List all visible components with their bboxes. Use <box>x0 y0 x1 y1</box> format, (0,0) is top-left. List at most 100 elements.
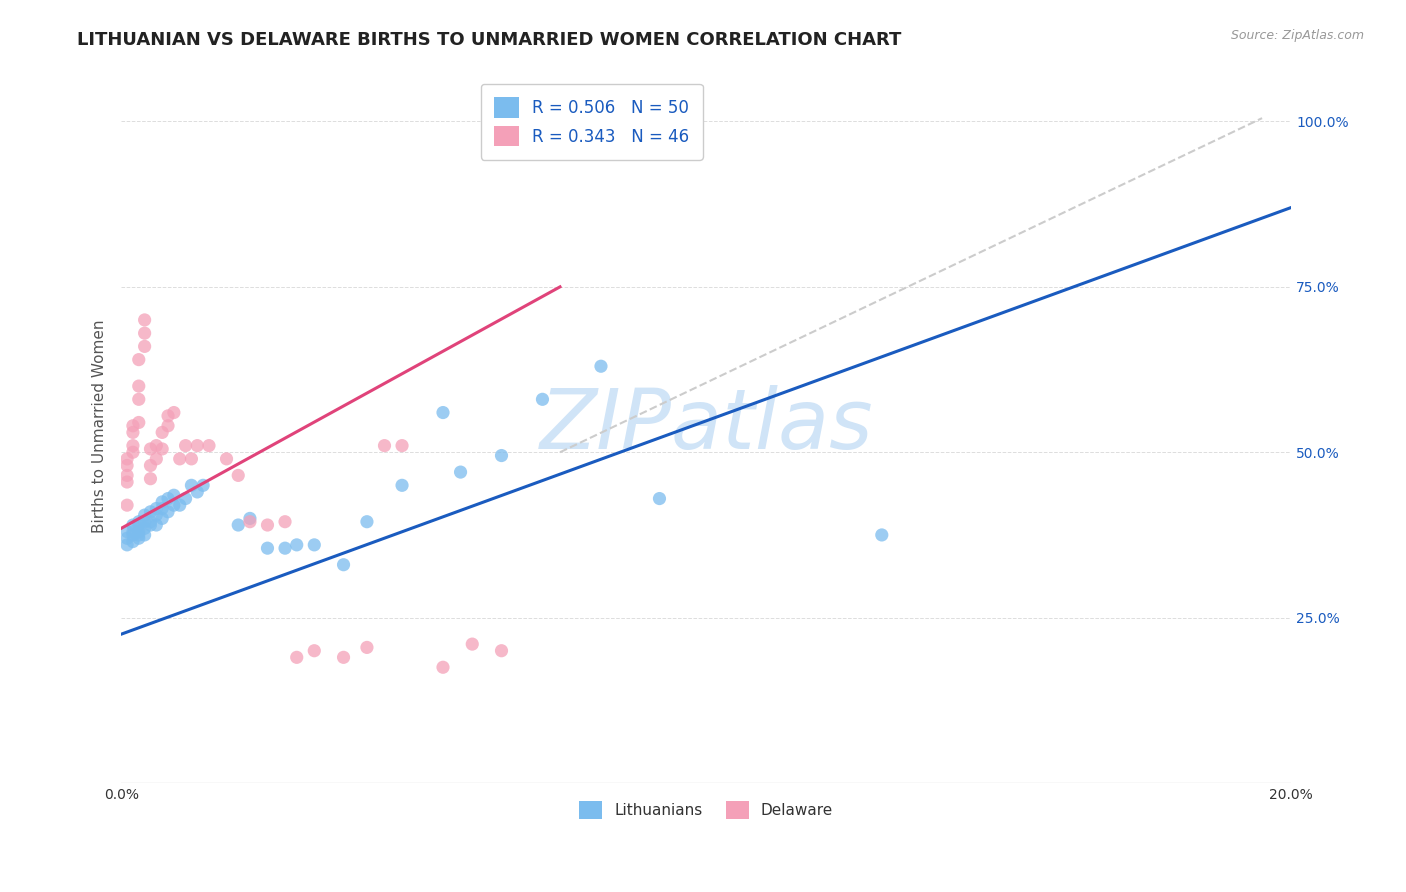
Point <box>134 313 156 327</box>
Point <box>239 511 262 525</box>
Point <box>191 478 214 492</box>
Point <box>648 491 671 506</box>
Point <box>870 528 893 542</box>
Point <box>115 475 138 489</box>
Text: Source: ZipAtlas.com: Source: ZipAtlas.com <box>1230 29 1364 42</box>
Point <box>145 508 167 522</box>
Text: LITHUANIAN VS DELAWARE BIRTHS TO UNMARRIED WOMEN CORRELATION CHART: LITHUANIAN VS DELAWARE BIRTHS TO UNMARRI… <box>77 31 901 49</box>
Point <box>134 528 156 542</box>
Point <box>356 515 378 529</box>
Point <box>226 518 249 533</box>
Point <box>122 524 145 539</box>
Point <box>150 442 173 456</box>
Point <box>332 650 354 665</box>
Point <box>128 524 150 539</box>
Point <box>134 521 156 535</box>
Point <box>285 538 308 552</box>
Point <box>169 498 191 512</box>
Point <box>332 558 354 572</box>
Point <box>122 425 145 440</box>
Point <box>115 458 138 473</box>
Point <box>150 511 173 525</box>
Point <box>122 445 145 459</box>
Point <box>180 451 202 466</box>
Point <box>391 439 413 453</box>
Point <box>139 518 162 533</box>
Point <box>134 339 156 353</box>
Legend: Lithuanians, Delaware: Lithuanians, Delaware <box>574 795 839 825</box>
Point <box>226 468 249 483</box>
Point <box>115 531 138 545</box>
Point <box>157 409 180 423</box>
Point <box>150 495 173 509</box>
Point <box>274 541 297 556</box>
Point <box>239 515 262 529</box>
Point <box>128 352 150 367</box>
Point <box>150 501 173 516</box>
Point <box>157 491 180 506</box>
Point <box>139 515 162 529</box>
Point <box>115 538 138 552</box>
Point <box>122 528 145 542</box>
Point <box>134 326 156 340</box>
Point <box>589 359 612 374</box>
Point <box>128 392 150 407</box>
Point <box>391 478 413 492</box>
Point <box>122 518 145 533</box>
Point <box>215 451 238 466</box>
Point <box>139 442 162 456</box>
Point <box>150 425 173 440</box>
Point <box>115 468 138 483</box>
Point <box>128 379 150 393</box>
Point <box>256 541 278 556</box>
Point <box>128 531 150 545</box>
Point <box>186 485 208 500</box>
Point <box>432 660 454 674</box>
Point <box>174 491 197 506</box>
Point <box>128 518 150 533</box>
Point <box>122 418 145 433</box>
Point <box>304 538 326 552</box>
Point <box>115 524 138 539</box>
Point <box>304 644 326 658</box>
Point <box>180 478 202 492</box>
Point <box>128 528 150 542</box>
Point <box>169 451 191 466</box>
Point <box>198 439 221 453</box>
Point <box>139 458 162 473</box>
Point <box>134 508 156 522</box>
Point <box>373 439 395 453</box>
Point <box>134 515 156 529</box>
Point <box>186 439 208 453</box>
Point <box>115 451 138 466</box>
Point <box>531 392 554 407</box>
Point <box>145 501 167 516</box>
Point <box>122 439 145 453</box>
Point <box>450 465 472 479</box>
Point <box>122 534 145 549</box>
Point <box>163 488 186 502</box>
Point <box>115 498 138 512</box>
Point <box>145 451 167 466</box>
Point <box>285 650 308 665</box>
Point <box>256 518 278 533</box>
Point <box>145 439 167 453</box>
Point <box>274 515 297 529</box>
Point <box>356 640 378 655</box>
Text: ZIPatlas: ZIPatlas <box>540 385 873 467</box>
Y-axis label: Births to Unmarried Women: Births to Unmarried Women <box>93 319 107 533</box>
Point <box>139 505 162 519</box>
Point <box>461 637 484 651</box>
Point <box>163 405 186 419</box>
Point <box>128 515 150 529</box>
Point <box>157 505 180 519</box>
Point <box>139 472 162 486</box>
Point <box>432 405 454 419</box>
Point <box>491 449 513 463</box>
Point <box>491 644 513 658</box>
Point <box>666 101 689 115</box>
Point <box>163 498 186 512</box>
Point <box>157 418 180 433</box>
Point <box>128 416 150 430</box>
Point <box>174 439 197 453</box>
